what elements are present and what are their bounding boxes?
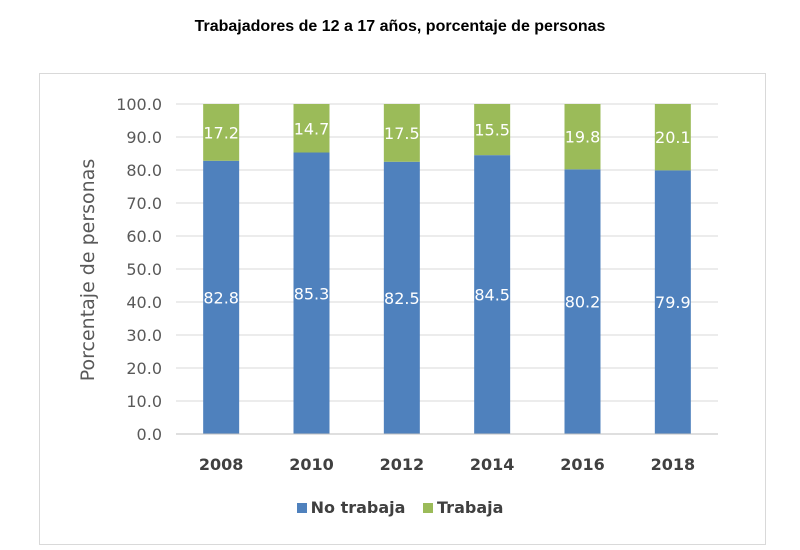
legend-item-no-trabaja: No trabaja	[296, 498, 406, 517]
bar-2010-no-trabaja	[293, 152, 330, 434]
y-tick-label: 0.0	[137, 425, 162, 444]
legend-label-no-trabaja: No trabaja	[310, 498, 406, 517]
x-tick-label: 2008	[199, 455, 244, 474]
y-tick-label: 90.0	[126, 128, 162, 147]
data-label: 84.5	[474, 286, 510, 305]
bar-2012-no-trabaja	[383, 161, 420, 434]
data-label: 79.9	[655, 293, 691, 312]
data-label: 19.8	[565, 128, 601, 147]
data-label: 82.8	[203, 288, 239, 307]
data-label: 80.2	[565, 293, 601, 312]
y-tick-label: 50.0	[126, 260, 162, 279]
data-label: 15.5	[474, 121, 510, 140]
bar-2016-trabaja	[564, 104, 601, 170]
bar-2012-trabaja	[383, 104, 420, 162]
y-tick-label: 30.0	[126, 326, 162, 345]
data-label: 82.5	[384, 289, 420, 308]
data-labels: 82.8 17.2 85.3 14.7 82.5 17.5 84.5 15.5 80.2 19.8…	[203, 119, 690, 312]
y-tick-label: 70.0	[126, 194, 162, 213]
bar-2014-trabaja	[474, 104, 511, 156]
x-tick-label: 2012	[380, 455, 425, 474]
y-axis-title: Porcentaje de personas	[77, 159, 99, 382]
gridlines	[176, 103, 718, 402]
legend: No trabaja Trabaja	[0, 498, 800, 517]
x-tick-label: 2014	[470, 455, 515, 474]
y-tick-label: 10.0	[126, 392, 162, 411]
y-tick-label: 40.0	[126, 293, 162, 312]
legend-swatch-trabaja	[423, 503, 434, 513]
legend-swatch-no-trabaja	[296, 503, 307, 513]
bar-2018-trabaja	[654, 104, 691, 171]
chart-title: Trabajadores de 12 a 17 años, porcentaje…	[194, 18, 606, 35]
bar-2014-no-trabaja	[474, 155, 511, 434]
y-tick-label: 20.0	[126, 359, 162, 378]
legend-label-trabaja: Trabaja	[437, 498, 504, 517]
data-label: 20.1	[655, 128, 691, 147]
bar-2010-trabaja	[293, 104, 330, 153]
y-tick-label: 100.0	[116, 95, 162, 114]
bar-2008-no-trabaja	[203, 160, 240, 434]
y-tick-label: 80.0	[126, 161, 162, 180]
x-tick-label: 2010	[289, 455, 334, 474]
data-label: 17.2	[203, 123, 239, 142]
legend-item-trabaja: Trabaja	[423, 498, 503, 517]
x-tick-label: 2016	[560, 455, 605, 474]
bar-2008-trabaja	[203, 104, 240, 161]
data-label: 14.7	[294, 119, 330, 138]
x-tick-label: 2018	[651, 455, 696, 474]
data-label: 85.3	[294, 284, 330, 303]
axes: 0.0 10.0 20.0 30.0 40.0 50.0 60.0 70.0 80.0 90.0 1…	[116, 95, 718, 474]
chart-frame	[39, 73, 766, 545]
bars	[203, 104, 691, 434]
y-tick-label: 60.0	[126, 227, 162, 246]
bar-2016-no-trabaja	[564, 169, 601, 434]
data-label: 17.5	[384, 124, 420, 143]
bar-2018-no-trabaja	[654, 170, 691, 434]
